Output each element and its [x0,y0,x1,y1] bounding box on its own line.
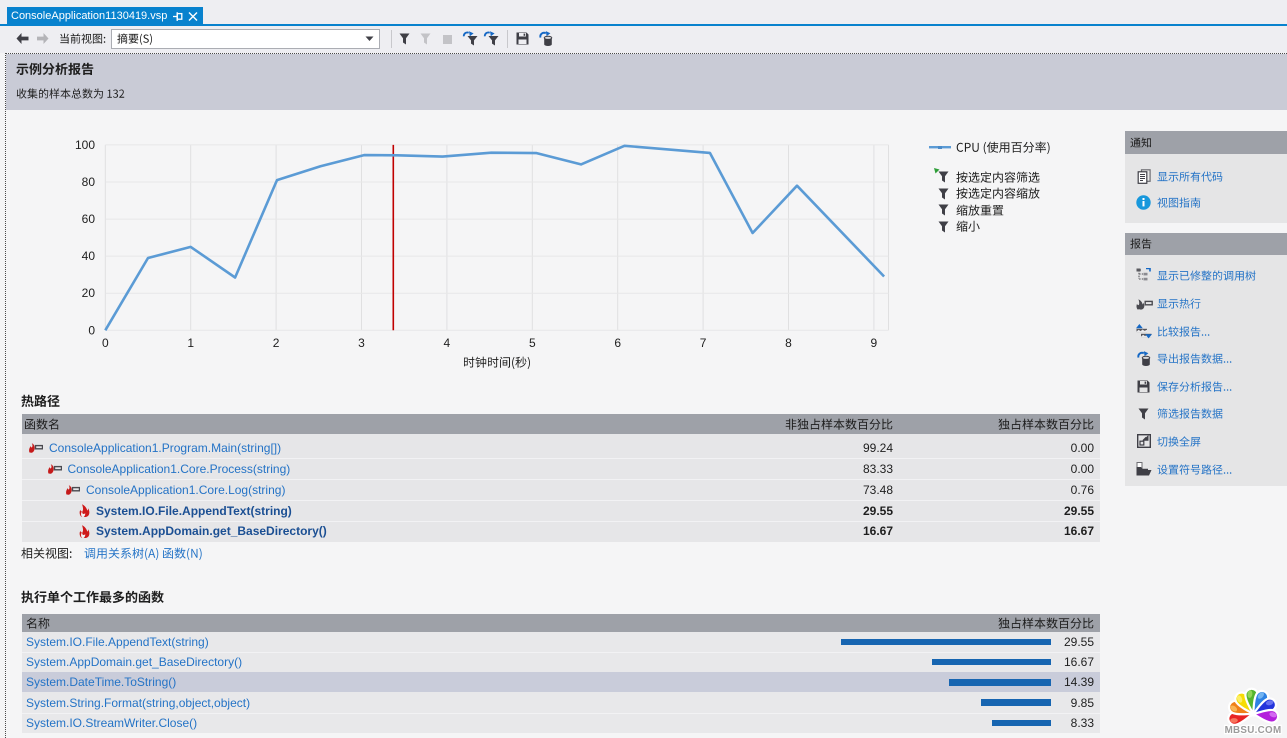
svg-text:0: 0 [88,323,95,337]
svg-text:2: 2 [273,336,280,350]
svg-text:3: 3 [358,336,365,350]
svg-text:80: 80 [82,175,96,189]
svg-text:4: 4 [444,336,451,350]
svg-text:8: 8 [785,336,792,350]
svg-text:100: 100 [75,138,95,152]
svg-text:9: 9 [871,336,878,350]
svg-text:20: 20 [82,286,96,300]
svg-text:60: 60 [82,212,96,226]
svg-text:40: 40 [82,249,96,263]
svg-text:5: 5 [529,336,536,350]
svg-text:1: 1 [187,336,194,350]
svg-text:0: 0 [102,336,109,350]
svg-text:MBSU.COM: MBSU.COM [1225,725,1282,736]
svg-text:6: 6 [614,336,621,350]
svg-text:7: 7 [700,336,707,350]
